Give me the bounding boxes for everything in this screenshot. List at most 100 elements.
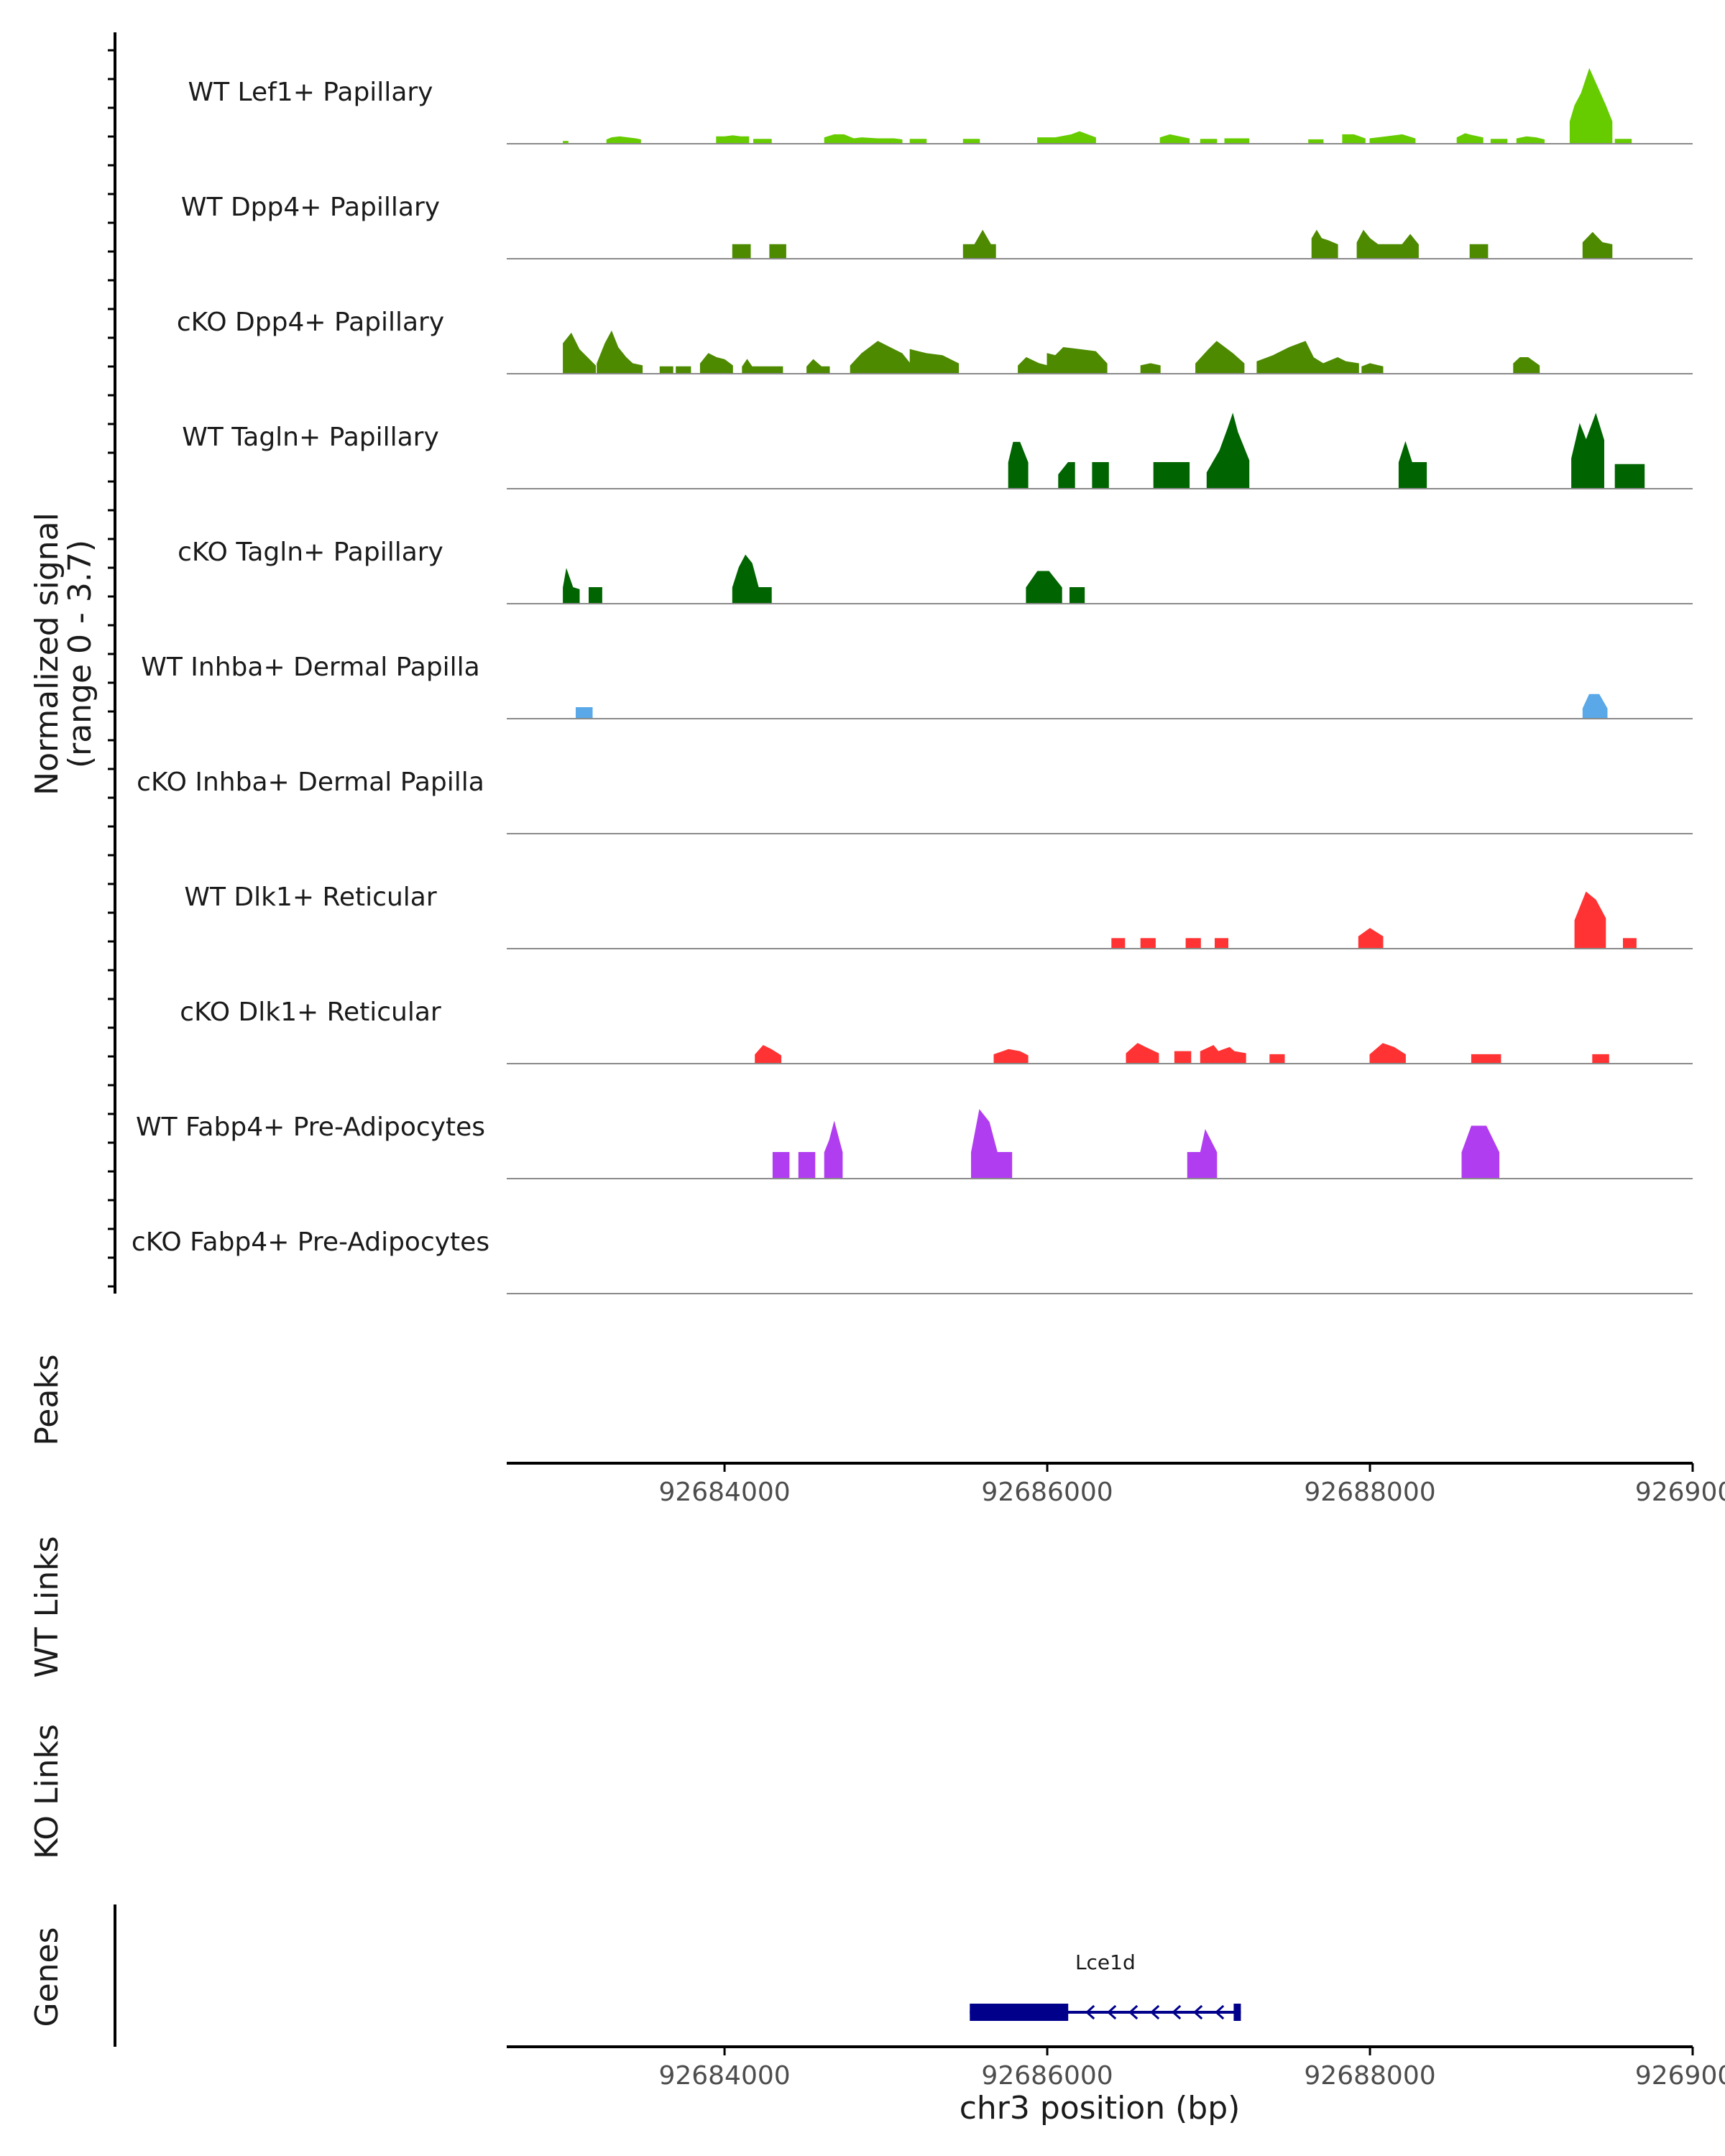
coverage-peak xyxy=(1215,938,1228,949)
coverage-peak xyxy=(1369,1043,1406,1064)
coverage-peak xyxy=(1311,229,1338,259)
coverage-peak xyxy=(806,359,830,374)
gene-lce1d: Lce1d xyxy=(970,1950,1241,2021)
coverage-peak xyxy=(716,135,750,144)
track-wt-dlk1-reticular: WT Dlk1+ Reticular xyxy=(184,883,1693,949)
coverage-peak xyxy=(1356,229,1419,259)
coverage-peak xyxy=(1058,462,1075,489)
gene-exon xyxy=(970,2004,1069,2021)
peaks-panel-label: Peaks xyxy=(29,1354,65,1445)
coverage-peak xyxy=(1469,244,1489,259)
coverage-peak xyxy=(732,554,772,604)
coverage-peak xyxy=(993,1049,1029,1064)
x-tick-label: 92686000 xyxy=(981,1478,1113,1507)
coverage-peak xyxy=(1206,413,1250,489)
coverage-peak xyxy=(1592,1054,1609,1064)
track-label: WT Tagln+ Papillary xyxy=(182,423,439,452)
coverage-peak xyxy=(576,707,593,719)
y-axis-label-line2: (range 0 - 3.7) xyxy=(62,540,98,768)
coverage-peak xyxy=(1322,356,1359,374)
x-tick-label: 92684000 xyxy=(658,2061,790,2091)
x-tick-label: 92686000 xyxy=(981,2061,1113,2091)
strand-arrow xyxy=(1192,2004,1203,2020)
track-wt-tagln-papillary: WT Tagln+ Papillary xyxy=(182,413,1693,489)
coverage-peak xyxy=(1398,441,1427,489)
gene-name: Lce1d xyxy=(1075,1950,1136,1974)
coverage-peak xyxy=(850,341,911,374)
track-label: WT Dpp4+ Papillary xyxy=(181,193,440,222)
strand-arrow xyxy=(1171,2004,1182,2020)
coverage-peak xyxy=(1153,462,1190,489)
x-tick-label: 9269000 xyxy=(1635,1478,1725,1507)
coverage-peak xyxy=(1008,441,1029,489)
track-cko-fabp4-pre-adipocytes: cKO Fabp4+ Pre-Adipocytes xyxy=(132,1227,1693,1294)
x-tick-label: 9269000 xyxy=(1635,2061,1725,2091)
coverage-peak xyxy=(1342,134,1366,144)
x-axis-title: chr3 position (bp) xyxy=(960,2090,1241,2127)
coverage-peak xyxy=(597,330,643,374)
coverage-peak xyxy=(1026,571,1062,604)
coverage-peak xyxy=(1140,363,1161,374)
coverage-peak xyxy=(1456,133,1484,144)
coverage-peak xyxy=(1269,1054,1285,1064)
coverage-tracks: WT Lef1+ Papillary WT Dpp4+ Papillary cKO … xyxy=(132,68,1693,1294)
x-tick-label: 92688000 xyxy=(1304,2061,1435,2091)
coverage-peak xyxy=(769,244,786,259)
track-label: WT Lef1+ Papillary xyxy=(188,78,433,107)
coverage-peak xyxy=(755,1045,782,1064)
track-label: WT Inhba+ Dermal Papilla xyxy=(141,653,479,682)
track-cko-dpp4-papillary: cKO Dpp4+ Papillary xyxy=(177,308,1693,374)
peaks-x-ticks: 92684000 92686000 92688000 9269000 xyxy=(658,1463,1725,1507)
coverage-peak xyxy=(971,1109,998,1179)
track-cko-inhba-dermal-papilla: cKO Inhba+ Dermal Papilla xyxy=(137,768,1693,834)
coverage-peak xyxy=(798,1152,816,1179)
track-label: cKO Dpp4+ Papillary xyxy=(177,308,444,337)
coverage-peak xyxy=(1092,462,1109,489)
coverage-peak xyxy=(1046,346,1108,374)
strand-arrow xyxy=(1106,2004,1117,2020)
coverage-peak xyxy=(1461,1125,1500,1179)
y-axis-label-line1: Normalized signal xyxy=(29,512,65,796)
coverage-peak xyxy=(1195,341,1245,374)
coverage-peak xyxy=(1623,938,1637,949)
coverage-peak xyxy=(606,136,641,144)
coverage-peak xyxy=(1516,136,1545,144)
coverage-peak xyxy=(1369,134,1416,144)
coverage-peak xyxy=(1569,68,1613,144)
gene-annotations: Lce1d xyxy=(970,1950,1241,2021)
strand-arrow xyxy=(1149,2004,1160,2020)
track-label: cKO Tagln+ Papillary xyxy=(178,538,443,567)
strand-arrow xyxy=(1128,2004,1138,2020)
track-wt-lef1-papillary: WT Lef1+ Papillary xyxy=(188,68,1693,144)
coverage-peak xyxy=(563,332,596,374)
track-label: cKO Inhba+ Dermal Papilla xyxy=(137,768,484,797)
coverage-peak xyxy=(732,244,751,259)
coverage-peak xyxy=(1574,891,1606,949)
coverage-peak xyxy=(563,568,580,604)
coverage-peak xyxy=(1571,413,1604,489)
track-cko-tagln-papillary: cKO Tagln+ Papillary xyxy=(178,538,1693,604)
coverage-peak xyxy=(1256,341,1324,374)
track-wt-inhba-dermal-papilla: WT Inhba+ Dermal Papilla xyxy=(141,653,1693,719)
coverage-peak xyxy=(589,587,602,604)
coverage-peak xyxy=(1037,131,1096,144)
ko-links-panel-label: KO Links xyxy=(29,1724,65,1859)
coverage-peak xyxy=(659,366,673,374)
coverage-peak xyxy=(996,1152,1013,1179)
track-label: cKO Fabp4+ Pre-Adipocytes xyxy=(132,1227,489,1257)
coverage-peak xyxy=(1224,138,1250,144)
genes-x-ticks: 92684000 92686000 92688000 9269000 xyxy=(658,2047,1725,2091)
strand-arrow xyxy=(1085,2004,1095,2020)
wt-links-panel-label: WT Links xyxy=(29,1536,65,1677)
coverage-peak xyxy=(676,366,691,374)
coverage-peak xyxy=(1513,357,1540,374)
signal-y-ticks xyxy=(108,49,115,1288)
track-cko-dlk1-reticular: cKO Dlk1+ Reticular xyxy=(180,998,1693,1064)
coverage-peak xyxy=(1070,587,1085,604)
coverage-peak xyxy=(1361,363,1384,374)
coverage-peak xyxy=(699,353,733,374)
genes-panel-label: Genes xyxy=(29,1927,65,2027)
coverage-peak xyxy=(1111,938,1126,949)
track-label: WT Dlk1+ Reticular xyxy=(184,883,436,912)
